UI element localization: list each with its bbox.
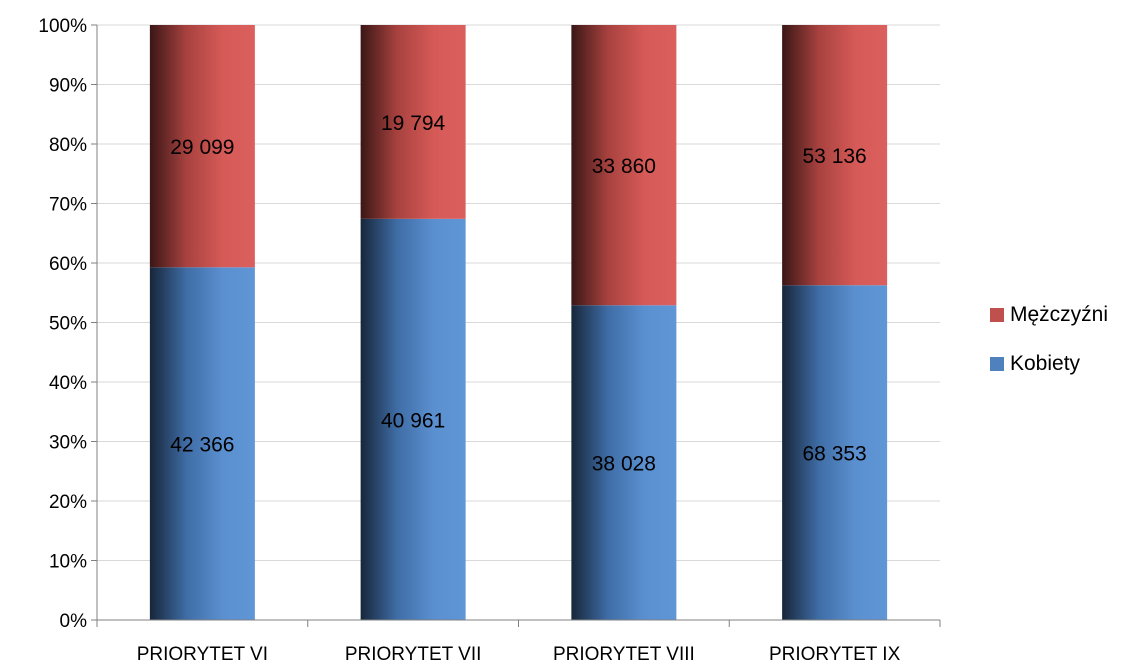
data-label-mezczyzni-3: 53 136 — [803, 145, 867, 168]
x-category-label: PRIORYTET VI — [137, 644, 268, 662]
bar-mezczyzni-0 — [149, 25, 255, 268]
y-tick-label: 60% — [49, 254, 87, 275]
y-tick-label: 0% — [60, 611, 88, 632]
y-tick-label: 80% — [49, 135, 87, 156]
data-label-kobiety-3: 68 353 — [803, 443, 867, 466]
legend: Mężczyźni Kobiety — [990, 302, 1108, 400]
legend-item-women: Kobiety — [990, 351, 1108, 377]
legend-label-men: Mężczyźni — [1010, 303, 1109, 326]
x-category-label: PRIORYTET VIII — [553, 644, 695, 662]
data-label-kobiety-2: 38 028 — [592, 453, 656, 476]
bar-kobiety-1 — [360, 218, 466, 621]
y-tick-label: 90% — [49, 76, 87, 97]
y-tick-label: 70% — [49, 195, 87, 216]
axes: 0% 10% 20% 30% 40% 50% 60% 70% 80% 90% 100% PRIORYT… — [38, 16, 941, 662]
bar-kobiety-2 — [571, 305, 677, 620]
legend-swatch-women — [990, 357, 1004, 371]
bar-mezczyzni-2 — [571, 25, 677, 306]
bar-kobiety-3 — [782, 285, 888, 620]
x-category-label: PRIORYTET IX — [769, 644, 901, 662]
y-tick-label: 100% — [38, 16, 87, 37]
y-tick-label: 10% — [49, 552, 87, 573]
y-tick-label: 50% — [49, 314, 87, 335]
data-labels-group: 42 366 29 099 40 961 19 794 38 028 33 860 68 3… — [170, 112, 866, 476]
legend-label-women: Kobiety — [1010, 352, 1081, 375]
y-tick-label: 40% — [49, 373, 87, 394]
data-label-mezczyzni-1: 19 794 — [381, 112, 446, 135]
x-category-label: PRIORYTET VII — [345, 644, 482, 662]
y-tick-label: 30% — [49, 433, 87, 454]
legend-item-men: Mężczyźni — [990, 302, 1108, 328]
data-label-kobiety-0: 42 366 — [170, 434, 234, 457]
bar-mezczyzni-1 — [360, 25, 466, 219]
bar-kobiety-0 — [149, 267, 255, 620]
legend-swatch-men — [990, 308, 1004, 322]
data-label-mezczyzni-0: 29 099 — [170, 136, 234, 159]
y-tick-label: 20% — [49, 492, 87, 513]
bars-group — [149, 25, 888, 621]
bar-mezczyzni-3 — [782, 25, 888, 286]
data-label-kobiety-1: 40 961 — [381, 409, 445, 432]
data-label-mezczyzni-2: 33 860 — [592, 155, 656, 178]
